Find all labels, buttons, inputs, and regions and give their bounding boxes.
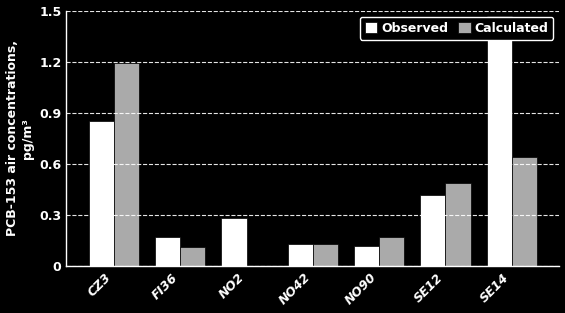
Bar bbox=[420, 195, 445, 266]
Bar bbox=[180, 247, 206, 266]
Bar bbox=[114, 63, 139, 266]
Bar bbox=[221, 218, 246, 266]
Y-axis label: PCB-153 air concentrations,
pg/m³: PCB-153 air concentrations, pg/m³ bbox=[6, 40, 33, 236]
Bar bbox=[486, 16, 512, 266]
Bar bbox=[379, 237, 405, 266]
Bar bbox=[354, 246, 379, 266]
Bar bbox=[445, 182, 471, 266]
Bar bbox=[313, 244, 338, 266]
Legend: Observed, Calculated: Observed, Calculated bbox=[360, 17, 553, 40]
Bar bbox=[89, 121, 114, 266]
Bar bbox=[512, 157, 537, 266]
Bar bbox=[288, 244, 313, 266]
Bar bbox=[155, 237, 180, 266]
